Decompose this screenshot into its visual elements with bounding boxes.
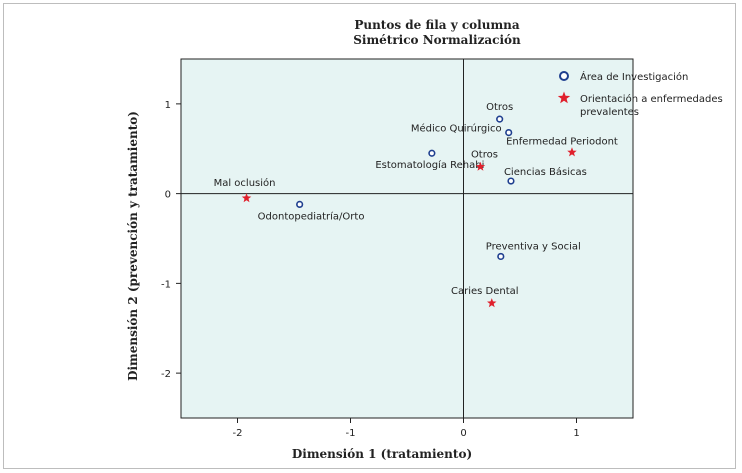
data-point-label: Preventiva y Social <box>486 241 581 252</box>
y-axis-ticks: 1 0 -1 -2 <box>161 100 181 380</box>
data-point-circle <box>505 128 513 137</box>
data-point-label: Mal oclusión <box>214 177 276 189</box>
data-point-label: Caries Dental <box>451 286 519 297</box>
data-point-label: Odontopediatría/Orto <box>258 210 365 222</box>
legend-label: prevalentes <box>580 107 639 118</box>
y-tick-label: 0 <box>165 190 171 201</box>
legend-label: Orientación a enfermedades <box>580 93 723 105</box>
data-point-circle <box>296 200 304 208</box>
data-point-star <box>487 298 497 308</box>
y-tick-label: -2 <box>161 369 171 380</box>
y-tick-label: -1 <box>161 279 171 290</box>
x-axis-label: Dimensión 1 (tratamiento) <box>292 447 472 461</box>
data-point-label: Estomatología Rehabi <box>375 159 484 171</box>
legend-star-icon <box>557 91 571 104</box>
y-tick-label: 1 <box>165 100 171 111</box>
figure-frame <box>3 3 736 469</box>
chart-title-line-2: Simétrico Normalización <box>353 33 521 47</box>
data-point-label: Ciencias Básicas <box>504 166 587 178</box>
data-point-circle <box>428 149 436 157</box>
legend-label: Área de Investigación <box>580 70 688 83</box>
plot-area <box>180 58 634 419</box>
y-axis-label: Dimensión 2 (prevención y tratamiento) <box>126 111 140 381</box>
x-tick-label: -1 <box>346 428 356 439</box>
x-tick-label: 1 <box>573 428 579 439</box>
reference-lines <box>181 59 633 418</box>
data-point-circle <box>496 115 504 123</box>
data-point-label: Otros <box>471 150 498 161</box>
data-point-circle <box>497 252 505 261</box>
x-tick-label: 0 <box>460 428 466 439</box>
data-point-star <box>475 161 486 171</box>
x-tick-label: -2 <box>233 428 243 439</box>
data-point-label: Otros <box>486 102 513 113</box>
data-points: Otros Médico Quirúrgico Estomatología Reha… <box>214 102 618 308</box>
data-point-circle <box>507 177 515 185</box>
chart-title-line-1: Puntos de fila y columna <box>354 18 520 32</box>
data-point-star <box>241 193 252 203</box>
legend-circle-icon <box>559 71 569 81</box>
data-point-label: Enfermedad Periodont <box>506 136 618 147</box>
data-point-star <box>567 147 577 157</box>
legend: Área de Investigación Orientación a enfer… <box>557 70 723 118</box>
x-axis-ticks: -2 -1 0 1 <box>233 418 580 439</box>
data-point-label: Médico Quirúrgico <box>411 123 502 135</box>
